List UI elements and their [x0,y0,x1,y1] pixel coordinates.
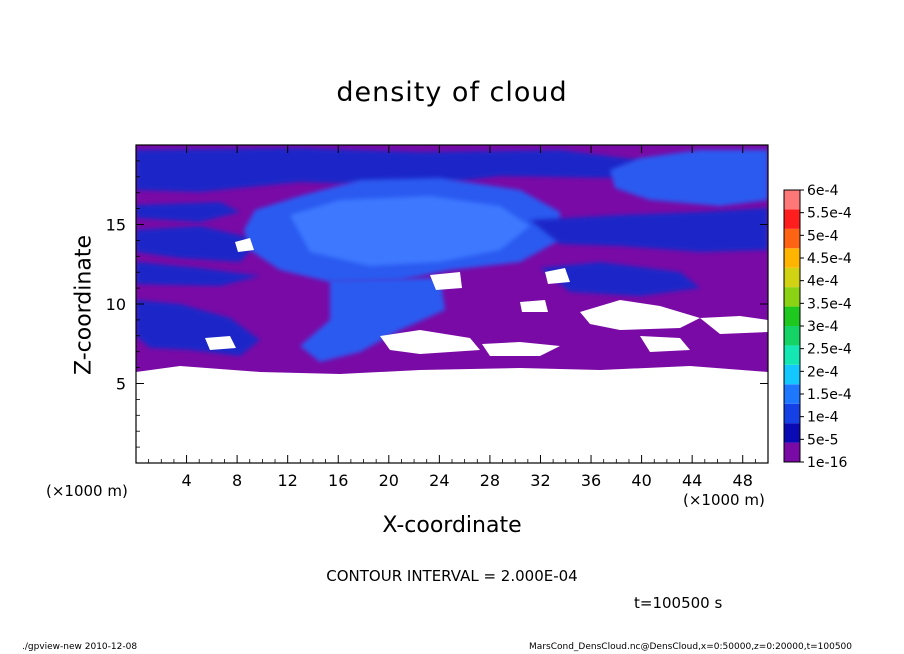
colorbar-label: 1e-16 [807,455,847,471]
y-tick-label: 10 [106,295,126,314]
colorbar-swatch [784,287,800,307]
empty-patch-10 [520,300,548,312]
contour-interval-label: CONTOUR INTERVAL = 2.000E-04 [326,567,578,585]
x-tick-label: 16 [328,471,348,490]
colorbar-swatch [784,248,800,268]
colorbar-label: 3.5e-4 [807,296,852,312]
density-region-0 [136,148,640,192]
x-tick-label: 32 [530,471,550,490]
colorbar-label: 6e-4 [807,183,839,199]
y-axis-label: Z-coordinate [71,235,97,375]
colorbar-label: 3e-4 [807,319,839,335]
colorbar-swatch [784,267,800,288]
x-tick-label: 28 [480,471,500,490]
colorbar-label: 5e-5 [807,432,838,448]
x-unit-label-left: (×1000 m) [46,482,128,500]
empty-lower-region [136,381,768,463]
x-axis: 4 8 12 16 20 24 28 32 36 40 44 48 [148,145,756,490]
x-tick-label: 48 [733,471,753,490]
empty-patch-3 [380,330,480,354]
x-tick-label: 44 [682,471,702,490]
empty-patch-2 [700,316,768,334]
colorbar-swatch [784,384,800,404]
x-tick-label: 12 [278,471,298,490]
colorbar-label: 4.5e-4 [807,251,852,267]
x-unit-label-right: (×1000 m) [683,491,765,509]
colorbar-swatch [784,209,800,229]
colorbar-label: 1e-4 [807,410,839,426]
colorbar-swatch [784,442,800,462]
density-region-10 [136,262,260,286]
x-tick-label: 20 [379,471,399,490]
colorbar-swatch [784,228,800,249]
density-region-7 [610,150,768,206]
density-field [136,145,768,381]
y-tick-label: 5 [116,375,126,394]
x-axis-label: X-coordinate [382,513,522,538]
plot-area [136,145,768,463]
empty-patches [136,238,768,463]
colorbar-label: 4e-4 [807,274,839,290]
time-label: t=100500 s [634,594,723,612]
colorbar-swatch [784,190,800,210]
colorbar-label: 5e-4 [807,228,839,244]
density-region-4 [290,196,530,266]
colorbar-label: 2.5e-4 [807,342,852,358]
colorbar-swatch [784,423,800,443]
density-region-2 [136,226,260,262]
colorbar-label: 1.5e-4 [807,387,852,403]
colorbar-label: 5.5e-4 [807,206,852,222]
colorbar-swatch [784,403,800,424]
footer-left-text: ./gpview-new 2010-12-08 [22,642,138,652]
empty-patch-8 [545,268,570,284]
empty-patch-5 [482,342,560,356]
x-tick-label: 40 [631,471,651,490]
colorbar-label: 2e-4 [807,364,839,380]
footer-right-text: MarsCond_DensCloud.nc@DensCloud,x=0:5000… [529,642,852,652]
colorbar-swatch [784,364,800,385]
empty-patch-4 [205,336,236,350]
density-region-5 [300,278,445,362]
density-region-9 [540,262,700,296]
colorbar-swatch [784,345,800,365]
empty-patch-6 [640,336,690,352]
colorbar: 1e-16 5e-5 1e-4 1.5e-4 2e-4 2.5e-4 3e-4 3.5e-4 4… [783,183,852,471]
x-tick-label: 4 [181,471,191,490]
colorbar-swatch [784,326,800,346]
empty-patch-1 [580,300,700,330]
chart-title: density of cloud [336,77,568,108]
x-tick-label: 8 [232,471,242,490]
empty-patch-0 [136,366,768,382]
y-axis: 5 10 15 [106,160,768,448]
colorbar-swatch [784,306,800,326]
x-tick-label: 24 [429,471,449,490]
density-region-6 [530,208,768,252]
x-tick-label: 36 [581,471,601,490]
empty-patch-9 [430,272,462,290]
density-region-1 [136,202,240,222]
empty-patch-7 [235,238,254,252]
y-tick-label: 15 [106,216,126,235]
